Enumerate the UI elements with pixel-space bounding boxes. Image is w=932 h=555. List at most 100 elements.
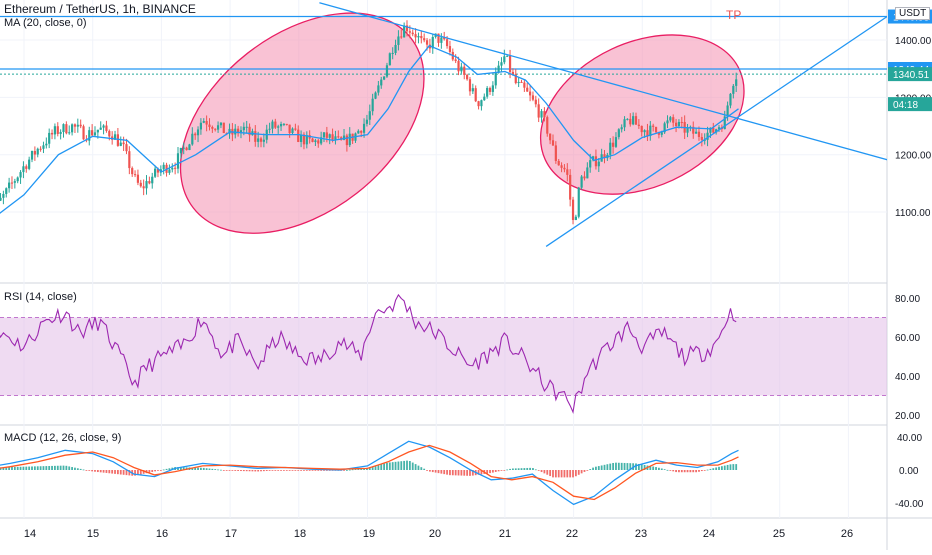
candle-body: [554, 145, 557, 161]
candle-body: [171, 167, 174, 170]
macd-histogram-bar: [606, 464, 609, 470]
macd-histogram-bar: [157, 470, 159, 471]
candle-body: [219, 122, 223, 126]
price-axis[interactable]: 1400.001300.001200.001100.001440.931349.…: [888, 9, 932, 510]
macd-histogram-bar: [357, 468, 360, 470]
time-tick-label: 22: [566, 528, 578, 540]
macd-histogram-bar: [254, 470, 257, 472]
macd-histogram-bar: [88, 470, 91, 471]
candle-body: [477, 101, 480, 107]
macd-histogram-bar: [125, 470, 128, 476]
macd-histogram-bar: [288, 470, 291, 471]
macd-histogram-bar: [0, 467, 2, 470]
candle-body: [196, 129, 200, 136]
candle-body: [706, 132, 709, 140]
candle-body: [503, 56, 506, 63]
macd-histogram-bar: [214, 469, 217, 470]
candlesticks: [0, 20, 738, 225]
candle-body: [371, 98, 374, 112]
candle-body: [42, 145, 45, 149]
candle-body: [723, 116, 726, 130]
candle-body: [257, 138, 260, 142]
macd-histogram-bar: [586, 470, 589, 471]
candle-body: [569, 174, 572, 200]
time-tick-label: 14: [24, 528, 36, 540]
candle-body: [59, 131, 62, 134]
macd-histogram-bar: [19, 466, 22, 470]
candle-body: [305, 135, 308, 145]
macd-histogram-bar: [200, 467, 202, 470]
candle-body: [549, 133, 552, 141]
macd-histogram-bar: [617, 462, 620, 470]
macd-histogram-bar: [262, 470, 265, 472]
macd-histogram-bar: [718, 466, 720, 470]
macd-histogram-bar: [658, 467, 660, 470]
macd-histogram-bar: [574, 470, 577, 477]
candle-body: [729, 93, 732, 106]
candle-body: [431, 36, 434, 49]
macd-histogram-bar: [669, 470, 672, 471]
candle-body: [25, 166, 28, 169]
macd-histogram-bar: [260, 470, 262, 472]
macd-histogram-bar: [523, 468, 526, 470]
candle-body: [632, 116, 635, 125]
symbol-title: Ethereum / TetherUS, 1h, BINANCE: [4, 2, 196, 16]
candle-body: [425, 40, 429, 45]
candle-body: [589, 160, 592, 168]
highlight-ellipses: [179, 12, 745, 234]
macd-histogram-bar: [735, 464, 738, 470]
candle-body: [695, 131, 698, 134]
candle-body: [16, 177, 19, 182]
candle-body: [674, 122, 678, 127]
candle-body: [10, 182, 14, 184]
macd-histogram-bar: [549, 470, 552, 477]
candle-body: [566, 169, 569, 175]
macd-histogram-bar: [305, 470, 308, 471]
macd-histogram-bar: [623, 462, 626, 470]
candle-body: [649, 125, 652, 137]
macd-histogram-bar: [54, 465, 56, 470]
candle-body: [5, 188, 8, 194]
candle-body: [491, 85, 494, 92]
ma-20-line: [0, 44, 739, 214]
time-tick-label: 25: [773, 528, 785, 540]
candle-body: [294, 128, 297, 130]
candle-body: [609, 142, 612, 155]
candle-body: [317, 140, 320, 144]
time-axis[interactable]: 14 15 16 17 18 19 20 21 22 23 24 25 26: [24, 528, 853, 540]
candle-body: [574, 216, 577, 220]
candle-body: [82, 126, 85, 140]
macd-histogram-bar: [672, 470, 675, 472]
macd-histogram-bar: [351, 469, 354, 471]
macd-histogram-bar: [45, 466, 48, 470]
macd-histogram-bar: [520, 468, 523, 470]
macd-histogram-bar: [431, 470, 434, 473]
macd-histogram-bar: [11, 467, 13, 470]
macd-histogram-bar: [119, 470, 122, 475]
macd-histogram-bar: [509, 468, 511, 470]
trendlines[interactable]: [319, 2, 903, 247]
macd-histogram-bar: [503, 470, 506, 471]
candle-body: [79, 124, 82, 127]
macd-histogram-bar: [712, 468, 715, 470]
time-tick-label: 17: [225, 528, 237, 540]
rsi-tick-label: 60.00: [895, 333, 920, 344]
macd-histogram-bar: [62, 465, 65, 470]
macd-histogram-bar: [529, 467, 531, 470]
time-tick-label: 18: [294, 528, 306, 540]
macd-histogram-bar: [116, 470, 119, 475]
macd-histogram-bar: [317, 470, 320, 471]
macd-histogram-bar: [274, 470, 277, 471]
macd-histogram-bar: [411, 462, 414, 470]
macd-histogram-bar: [494, 470, 497, 472]
macd-histogram-bar: [165, 468, 168, 470]
macd-histogram-bar: [660, 468, 663, 470]
candle-body: [457, 61, 460, 72]
macd-histogram-bar: [388, 462, 391, 470]
macd-histogram-bar: [526, 467, 529, 470]
candle-body: [45, 143, 48, 146]
candle-body: [506, 55, 509, 57]
candle-body: [277, 126, 280, 128]
